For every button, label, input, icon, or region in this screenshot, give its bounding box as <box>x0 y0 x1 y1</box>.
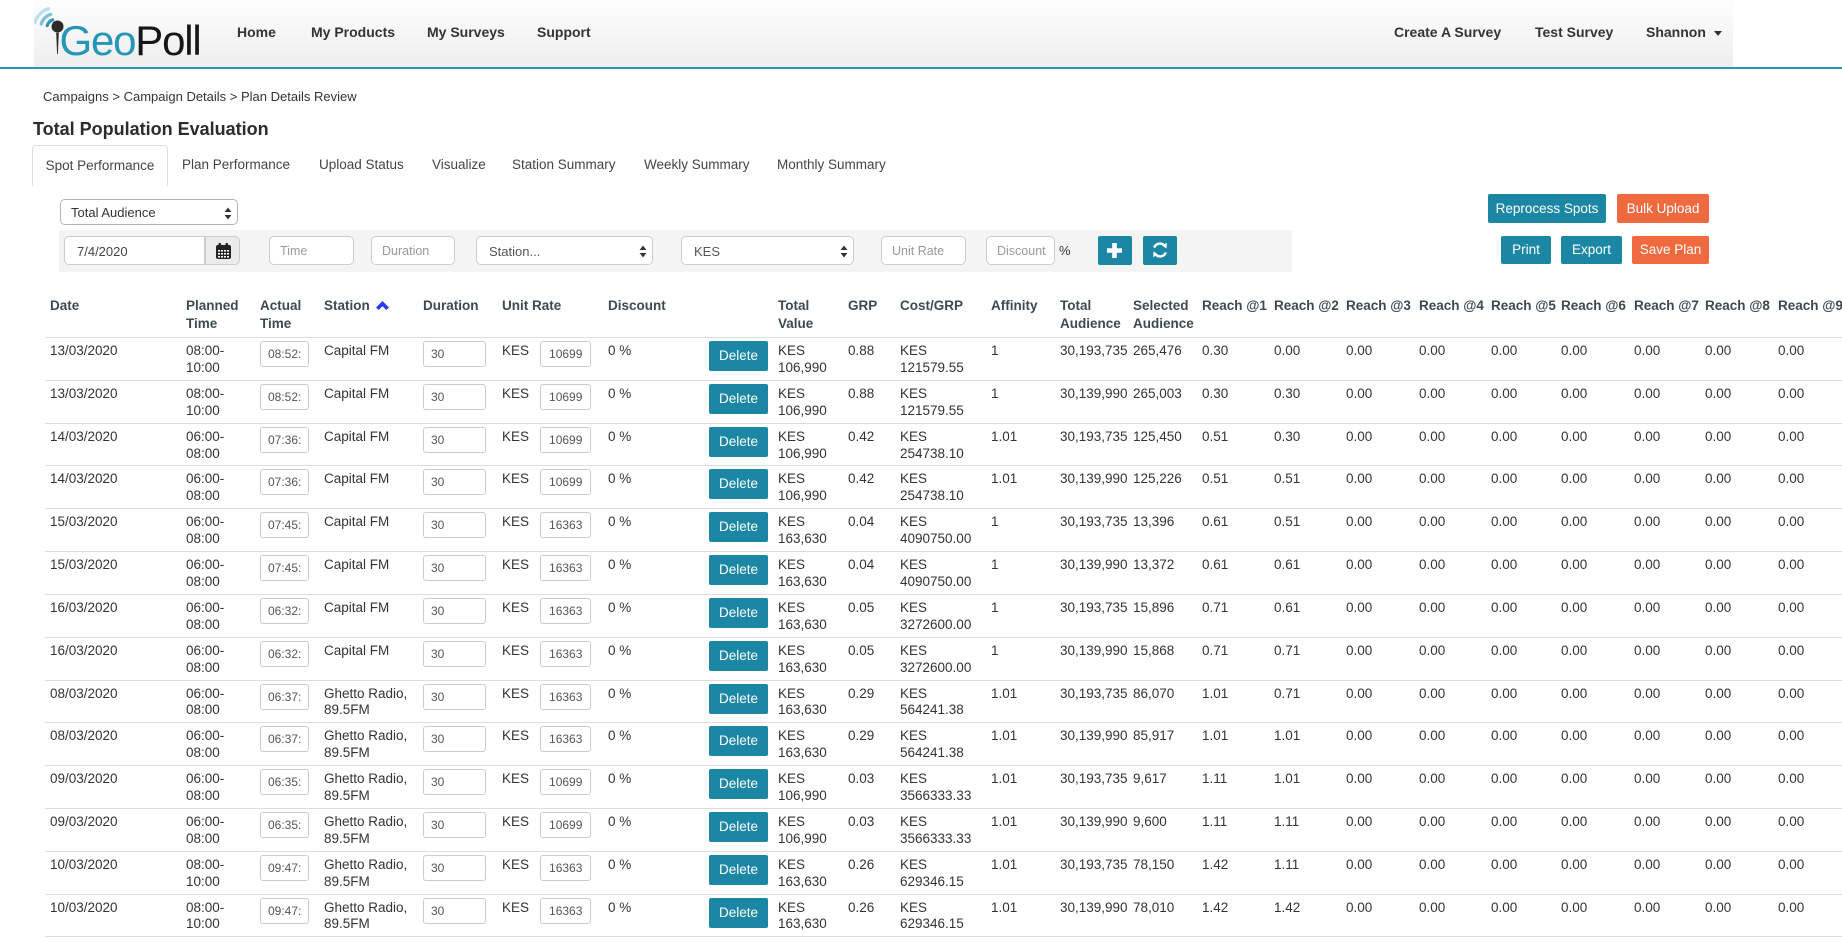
svg-text:GeoPoll: GeoPoll <box>60 17 201 64</box>
